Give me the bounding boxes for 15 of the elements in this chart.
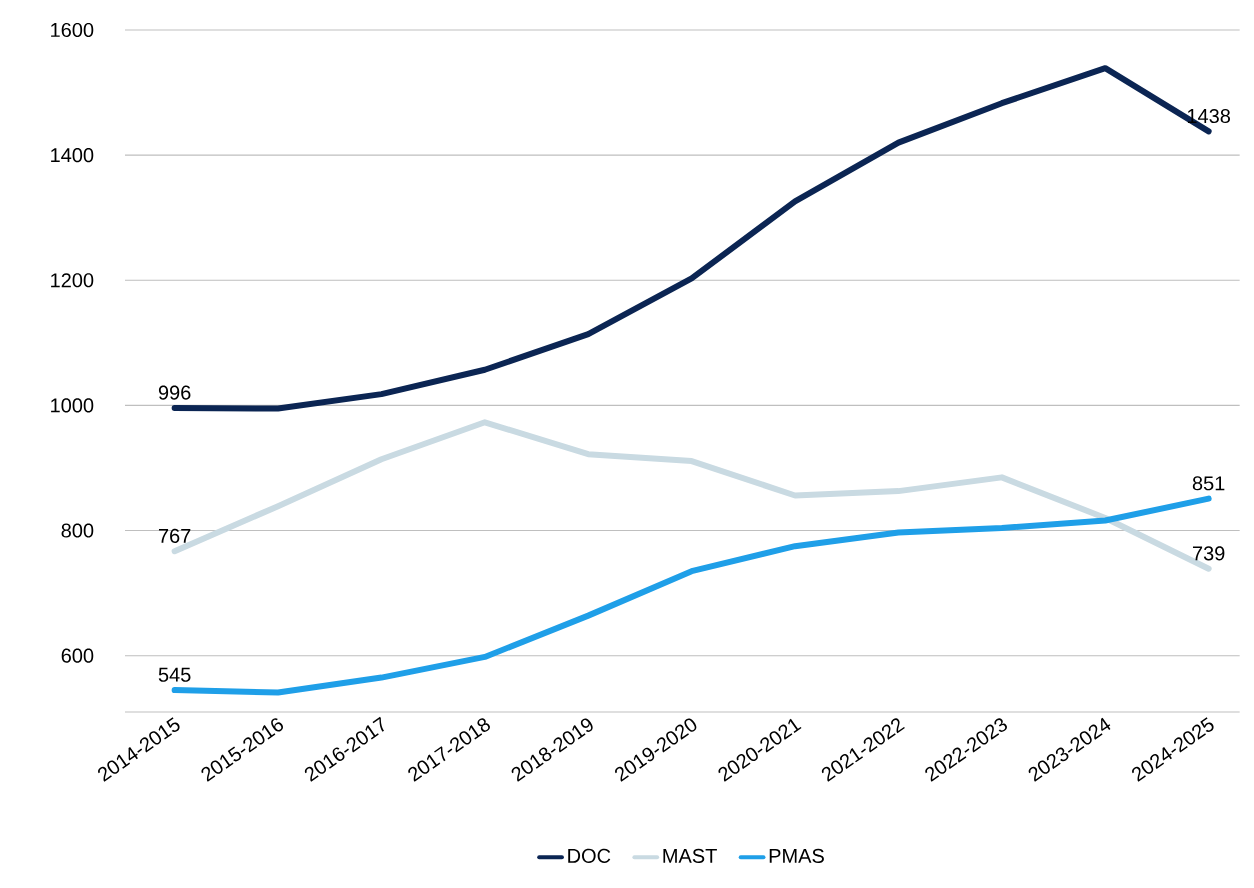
y-tick-label: 800 [61,523,94,538]
data-label: 767 [158,528,191,543]
y-tick-label: 1400 [51,148,94,163]
data-label: 545 [158,667,191,682]
data-label: 739 [1192,546,1225,561]
data-label: 851 [1192,476,1225,491]
legend-label: MAST [663,848,717,863]
data-label: 1438 [1187,108,1231,124]
y-tick-label: 600 [61,648,94,663]
y-tick-label: 1000 [51,398,94,413]
legend-label: PMAS [769,848,824,863]
legend-label: DOC [568,848,611,863]
y-tick-label: 1200 [51,273,94,288]
y-tick-label: 1600 [51,22,94,38]
data-label: 996 [158,385,191,400]
